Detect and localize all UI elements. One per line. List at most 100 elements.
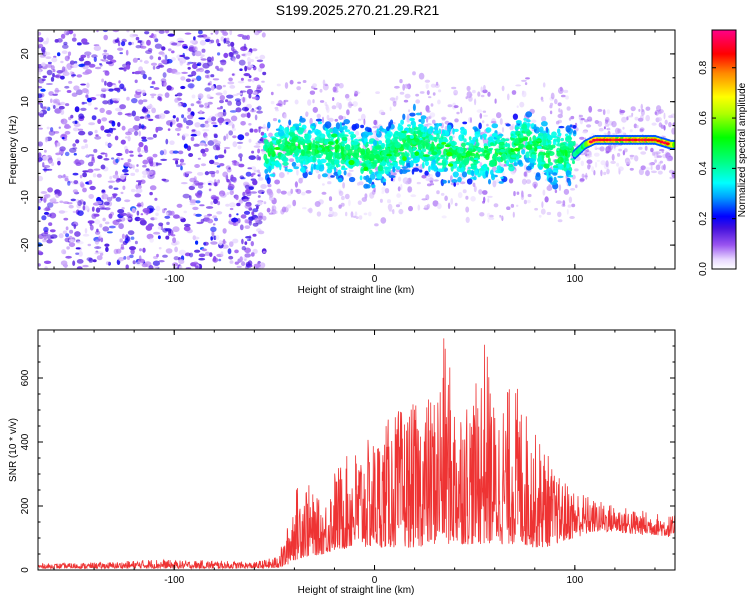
spectrogram-pixel: [86, 154, 89, 158]
spectrogram-pixel: [475, 139, 479, 143]
spectrogram-pixel: [516, 191, 520, 195]
spectrogram-pixel: [157, 56, 162, 61]
spectrogram-pixel: [246, 88, 254, 95]
spectrogram-pixel: [233, 58, 236, 63]
spectrogram-pixel: [42, 162, 45, 168]
spectrogram-pixel: [376, 173, 383, 180]
spectrogram-pixel: [386, 153, 392, 157]
spectrogram-pixel: [664, 119, 668, 125]
spectrogram-pixel: [52, 75, 60, 78]
spectrogram-pixel: [228, 130, 233, 136]
spectrogram-pixel: [409, 117, 415, 122]
spectrogram-pixel: [327, 133, 332, 139]
spectrogram-pixel: [554, 98, 558, 105]
spectrogram-pixel: [229, 85, 236, 89]
spectrogram-pixel: [163, 179, 170, 183]
spectrogram-pixel: [117, 122, 121, 127]
spectrogram-pixel: [52, 93, 58, 96]
spectrogram-pixel: [516, 204, 519, 207]
spectrogram-pixel: [193, 46, 198, 52]
spectrogram-pixel: [162, 227, 169, 233]
spectrogram-pixel: [440, 154, 445, 158]
spectrogram-pixel: [121, 125, 126, 131]
spectrogram-pixel: [344, 93, 350, 99]
spectrogram-pixel: [58, 126, 61, 129]
snr-series-line: [38, 338, 675, 570]
spectrogram-pixel: [106, 133, 112, 137]
spectrogram-pixel: [292, 199, 297, 207]
spectrogram-pixel: [87, 131, 93, 136]
spectrogram-pixel: [211, 196, 219, 200]
spectrogram-pixel: [350, 211, 354, 218]
spectrogram-pixel: [521, 178, 527, 185]
spectrogram-pixel: [404, 83, 410, 89]
spectrogram-pixel: [78, 251, 83, 257]
spectrogram-pixel: [582, 130, 588, 134]
spectrogram-pixel: [94, 135, 102, 140]
spectrogram-pixel: [659, 140, 664, 144]
spectrogram-pixel: [432, 92, 436, 96]
spectrogram-pixel: [663, 164, 666, 171]
spectrogram-pixel: [76, 241, 84, 245]
spectrogram-pixel: [557, 219, 563, 223]
spectrogram-pixel: [487, 198, 490, 203]
spectrogram-pixel: [527, 193, 532, 198]
spectrogram-pixel: [658, 122, 663, 128]
spectrogram-pixel: [638, 168, 645, 176]
spectrogram-pixel: [38, 69, 42, 76]
spectrogram-pixel: [147, 104, 154, 109]
spectrogram-pixel: [430, 183, 435, 186]
spectrogram-pixel: [149, 185, 157, 191]
spectrogram-pixel: [155, 212, 159, 217]
spectrogram-pixel: [171, 50, 175, 54]
spectrogram-pixel: [240, 177, 246, 180]
spectrogram-pixel: [253, 128, 258, 133]
spectrogram-pixel: [94, 107, 98, 110]
spectrogram-pixel: [515, 84, 522, 87]
spectrogram-pixel: [621, 116, 627, 123]
spectrogram-pixel: [139, 116, 145, 119]
spectrogram-pixel: [480, 86, 483, 93]
spectrogram-pixel: [82, 101, 88, 105]
spectrogram-pixel: [166, 221, 170, 225]
spectrogram-pixel: [119, 212, 128, 216]
spectrogram-pixel: [347, 172, 351, 177]
spectrogram-pixel: [195, 183, 201, 186]
spectrogram-pixel: [476, 109, 483, 113]
spectrogram-pixel: [375, 91, 380, 94]
spectrogram-pixel: [146, 170, 154, 176]
spectrogram-pixel: [103, 158, 110, 161]
spectrogram-pixel: [101, 78, 104, 83]
spectrogram-pixel: [183, 210, 187, 214]
spectrogram-pixel: [462, 189, 467, 194]
spectrogram-pixel: [307, 208, 312, 212]
spectrogram-pixel: [651, 170, 657, 174]
spectrogram-pixel: [289, 143, 297, 151]
spectrogram-pixel: [549, 110, 553, 115]
spectrogram-pixel: [204, 171, 209, 176]
spectrogram-pixel: [84, 143, 89, 149]
spectrogram-pixel: [93, 148, 98, 153]
x-tick-label: -100: [164, 274, 184, 285]
spectrogram-pixel: [488, 178, 491, 185]
spectrogram-pixel: [253, 145, 261, 148]
spectrogram-pixel: [339, 126, 345, 132]
spectrogram-pixel: [410, 194, 417, 198]
spectrogram-pixel: [66, 90, 72, 93]
spectrogram-pixel: [252, 91, 258, 95]
spectrogram-pixel: [457, 192, 463, 199]
spectrogram-pixel: [454, 202, 458, 207]
spectrogram-pixel: [96, 255, 103, 261]
spectrogram-pixel: [87, 161, 94, 167]
spectrogram-pixel: [77, 42, 82, 46]
spectrogram-pixel: [148, 265, 154, 269]
spectrogram-pixel: [322, 83, 329, 91]
spectrogram-pixel: [118, 223, 124, 230]
spectrogram-pixel: [258, 215, 263, 221]
spectrogram-pixel: [169, 140, 175, 145]
spectrogram-pixel: [241, 246, 246, 251]
spectrogram-pixel: [268, 212, 274, 215]
spectrogram-pixel: [392, 209, 395, 215]
spectrogram-pixel: [199, 104, 204, 108]
spectrogram-pixel: [256, 205, 259, 210]
